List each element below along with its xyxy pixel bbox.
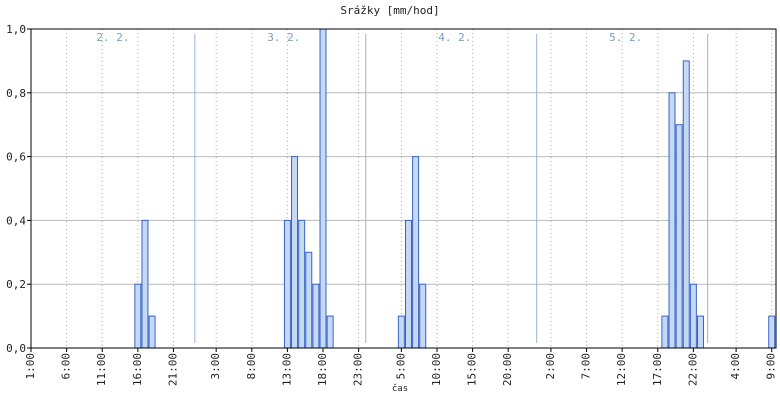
x-tick-label: 22:00 — [686, 353, 699, 386]
bar — [141, 219, 149, 349]
x-tick-label: 11:00 — [95, 353, 108, 386]
bar — [326, 315, 334, 349]
bar — [319, 28, 327, 349]
x-tick-label: 7:00 — [580, 353, 593, 380]
x-tick-label: 15:00 — [466, 353, 479, 386]
x-tick-label: 23:00 — [352, 353, 365, 386]
bar — [404, 219, 412, 349]
x-tick-label: 18:00 — [316, 353, 329, 386]
y-tick-label: 0,0 — [6, 342, 26, 355]
x-tick-label: 4:00 — [729, 353, 742, 380]
x-tick-label: 1:00 — [24, 353, 37, 380]
bar — [148, 315, 156, 349]
bar — [305, 251, 313, 349]
bar — [283, 219, 291, 349]
x-tick-label: 9:00 — [765, 353, 778, 380]
bar — [697, 315, 704, 349]
bar — [134, 283, 142, 349]
plot-area — [31, 29, 776, 348]
x-tick-label: 16:00 — [131, 353, 144, 386]
x-tick-label: 3:00 — [209, 353, 222, 380]
x-axis-label: čas — [392, 383, 408, 394]
bar — [675, 124, 683, 349]
x-tick-label: 17:00 — [651, 353, 664, 386]
y-tick-label: 0,2 — [6, 278, 26, 291]
y-tick-label: 0,8 — [6, 87, 26, 100]
y-tick-label: 0,4 — [6, 214, 26, 227]
day-label: 3. 2. — [267, 31, 300, 44]
day-label: 5. 2. — [609, 31, 642, 44]
x-tick-label: 5:00 — [394, 353, 407, 380]
plot-frame — [30, 28, 777, 349]
y-tick-label: 1,0 — [6, 23, 26, 36]
day-label: 4. 2. — [438, 31, 471, 44]
x-tick-label: 20:00 — [501, 353, 514, 386]
bar — [412, 156, 420, 349]
bar — [768, 315, 776, 349]
bar — [312, 283, 320, 349]
x-tick-label: 8:00 — [245, 353, 258, 380]
y-tick-label: 0,6 — [6, 151, 26, 164]
bar — [689, 283, 697, 349]
bar — [397, 315, 405, 349]
bar — [668, 92, 676, 349]
bar — [291, 156, 299, 349]
bar — [661, 315, 669, 349]
x-tick-label: 21:00 — [166, 353, 179, 386]
day-label: 2. 2. — [96, 31, 129, 44]
bar — [419, 283, 427, 349]
bar — [682, 60, 690, 349]
x-tick-label: 13:00 — [280, 353, 293, 386]
x-tick-label: 2:00 — [544, 353, 557, 380]
x-tick-label: 12:00 — [615, 353, 628, 386]
x-tick-label: 6:00 — [60, 353, 73, 380]
x-tick-label: 10:00 — [430, 353, 443, 386]
bar — [298, 219, 306, 349]
chart-title: Srážky [mm/hod] — [340, 4, 439, 17]
